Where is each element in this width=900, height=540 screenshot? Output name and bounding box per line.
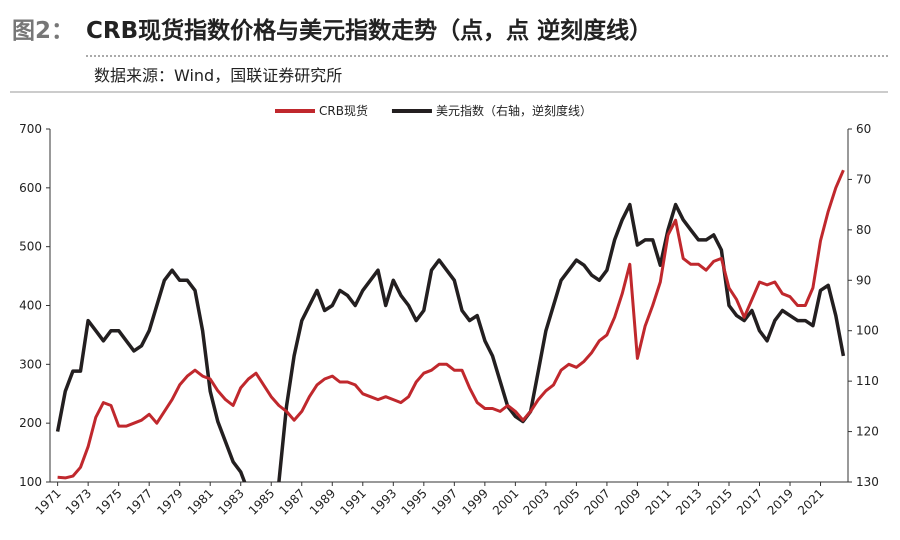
y-tick-label: 700 (19, 122, 42, 136)
x-tick-label: 2013 (673, 486, 704, 517)
x-tick-label: 1981 (185, 486, 216, 517)
legend-label: CRB现货 (319, 103, 368, 118)
x-tick-label: 1997 (429, 486, 460, 517)
x-tick-label: 2021 (795, 486, 826, 517)
x-tick-label: 2005 (551, 486, 582, 517)
x-tick-label: 1975 (93, 486, 124, 517)
x-tick-label: 1999 (459, 486, 490, 517)
legend-label: 美元指数（右轴，逆刻度线） (436, 103, 592, 118)
y2-tick-label: 120 (856, 425, 879, 439)
x-tick-label: 1993 (368, 486, 399, 517)
series-line (57, 169, 845, 480)
y-tick-label: 200 (19, 416, 42, 430)
y-tick-label: 600 (19, 181, 42, 195)
x-tick-label: 1977 (124, 486, 155, 517)
y-tick-label: 500 (19, 240, 42, 254)
y-tick-label: 300 (19, 357, 42, 371)
y2-tick-label: 70 (856, 172, 871, 186)
y2-tick-label: 130 (856, 475, 879, 489)
plot (55, 169, 846, 482)
x-tick-label: 1979 (154, 486, 185, 517)
y2-tick-label: 60 (856, 122, 871, 136)
chart-title: CRB现货指数价格与美元指数走势（点，点 逆刻度线） (86, 17, 652, 44)
series-line (55, 202, 846, 482)
x-tick-label: 2017 (734, 486, 765, 517)
y-tick-label: 100 (19, 475, 42, 489)
y2-tick-label: 80 (856, 223, 871, 237)
x-tick-label: 1991 (337, 486, 368, 517)
figure-label: 图2： (12, 18, 74, 44)
x-tick-label: 1989 (307, 486, 338, 517)
y2-tick-label: 90 (856, 273, 871, 287)
x-tick-label: 1971 (32, 486, 63, 517)
x-tick-label: 2019 (765, 486, 796, 517)
y2-tick-label: 110 (856, 374, 879, 388)
x-tick-label: 2003 (521, 486, 552, 517)
y2-tick-label: 100 (856, 324, 879, 338)
x-tick-label: 2009 (612, 486, 643, 517)
x-tick-label: 2007 (582, 486, 613, 517)
x-tick-label: 1995 (398, 486, 429, 517)
x-tick-label: 2015 (704, 486, 735, 517)
x-tick-label: 1973 (63, 486, 94, 517)
x-tick-label: 2001 (490, 486, 521, 517)
x-tick-label: 1987 (276, 486, 307, 517)
y-tick-label: 400 (19, 299, 42, 313)
x-tick-label: 1985 (246, 486, 277, 517)
source: 数据来源：Wind，国联证券研究所 (94, 66, 342, 85)
x-tick-label: 1983 (215, 486, 246, 517)
x-tick-label: 2011 (643, 486, 674, 517)
